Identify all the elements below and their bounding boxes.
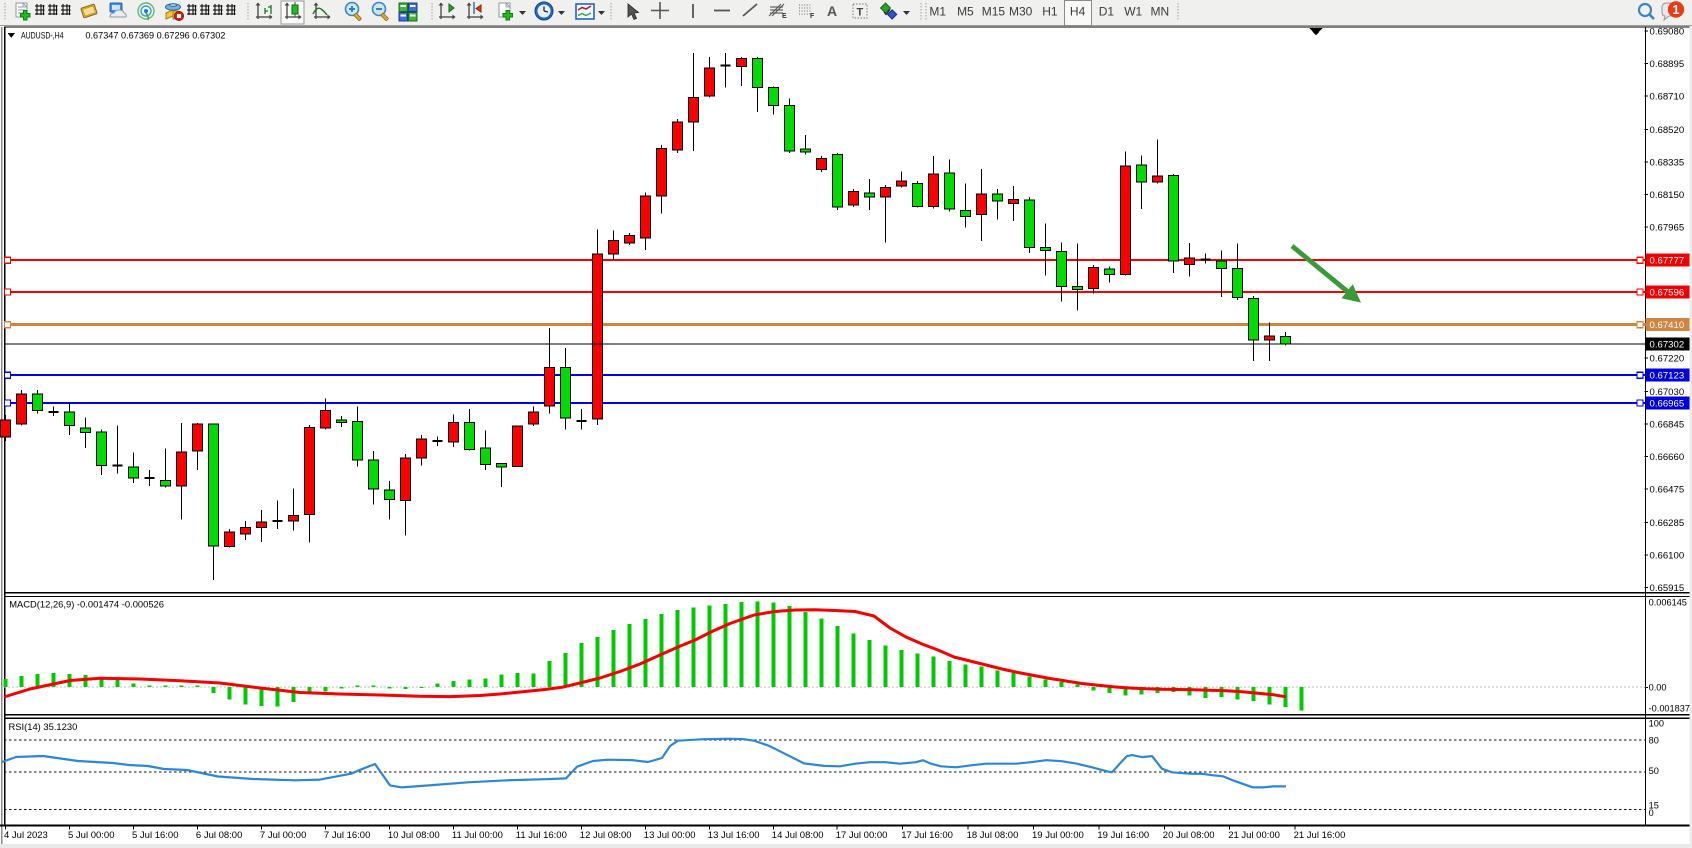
svg-text:F: F bbox=[810, 13, 815, 20]
svg-text:21 Jul 00:00: 21 Jul 00:00 bbox=[1228, 830, 1280, 841]
svg-text:10 Jul 08:00: 10 Jul 08:00 bbox=[388, 830, 440, 841]
svg-text:0.69080: 0.69080 bbox=[1650, 27, 1685, 38]
svg-text:80: 80 bbox=[1649, 736, 1659, 746]
svg-text:0.66475: 0.66475 bbox=[1650, 485, 1685, 496]
svg-text:0.66965: 0.66965 bbox=[1650, 398, 1685, 409]
svg-text:13 Jul 00:00: 13 Jul 00:00 bbox=[644, 830, 696, 841]
svg-text:M5: M5 bbox=[957, 5, 974, 19]
svg-text:MN: MN bbox=[1150, 5, 1169, 19]
svg-text:20 Jul 08:00: 20 Jul 08:00 bbox=[1163, 830, 1215, 841]
svg-text:17 Jul 16:00: 17 Jul 16:00 bbox=[901, 830, 953, 841]
svg-text:H4: H4 bbox=[1070, 5, 1086, 19]
svg-text:19 Jul 16:00: 19 Jul 16:00 bbox=[1097, 830, 1149, 841]
svg-text:A: A bbox=[827, 3, 837, 19]
svg-text:0.66660: 0.66660 bbox=[1650, 452, 1685, 463]
svg-text:0.66285: 0.66285 bbox=[1650, 518, 1685, 529]
svg-text:0.00: 0.00 bbox=[1649, 683, 1667, 693]
svg-text:13 Jul 16:00: 13 Jul 16:00 bbox=[708, 830, 760, 841]
svg-text:7 Jul 00:00: 7 Jul 00:00 bbox=[260, 830, 306, 841]
svg-text:RSI(14) 35.1230: RSI(14) 35.1230 bbox=[9, 721, 78, 732]
svg-text:0.66845: 0.66845 bbox=[1650, 419, 1685, 430]
svg-text:0.67030: 0.67030 bbox=[1650, 387, 1685, 398]
svg-text:14 Jul 08:00: 14 Jul 08:00 bbox=[772, 830, 824, 841]
svg-text:12 Jul 08:00: 12 Jul 08:00 bbox=[580, 830, 632, 841]
svg-text:M30: M30 bbox=[1009, 5, 1033, 19]
svg-text:H1: H1 bbox=[1042, 5, 1058, 19]
svg-text:0.006145: 0.006145 bbox=[1649, 598, 1687, 608]
svg-text:0.67777: 0.67777 bbox=[1650, 256, 1685, 267]
svg-text:100: 100 bbox=[1649, 719, 1664, 729]
svg-text:M1: M1 bbox=[929, 5, 946, 19]
svg-text:1: 1 bbox=[1673, 3, 1680, 17]
svg-text:4 Jul 2023: 4 Jul 2023 bbox=[4, 830, 48, 841]
svg-text:11 Jul 16:00: 11 Jul 16:00 bbox=[516, 830, 567, 841]
svg-text:0.65915: 0.65915 bbox=[1650, 583, 1685, 594]
svg-text:11 Jul 00:00: 11 Jul 00:00 bbox=[452, 830, 503, 841]
svg-text:5 Jul 16:00: 5 Jul 16:00 bbox=[132, 830, 178, 841]
svg-text:0.68520: 0.68520 bbox=[1650, 125, 1685, 136]
svg-text:M15: M15 bbox=[982, 5, 1006, 19]
svg-text:15: 15 bbox=[1649, 800, 1659, 810]
svg-text:0: 0 bbox=[1649, 808, 1654, 818]
svg-text:0.67596: 0.67596 bbox=[1650, 287, 1685, 298]
svg-text:17 Jul 00:00: 17 Jul 00:00 bbox=[836, 830, 888, 841]
svg-text:0.67123: 0.67123 bbox=[1650, 371, 1685, 382]
svg-text:21 Jul 16:00: 21 Jul 16:00 bbox=[1294, 830, 1346, 841]
svg-text:0.68335: 0.68335 bbox=[1650, 158, 1685, 169]
svg-text:50: 50 bbox=[1649, 766, 1659, 776]
svg-text:W1: W1 bbox=[1124, 5, 1142, 19]
svg-text:T: T bbox=[857, 7, 864, 19]
svg-text:0.67302: 0.67302 bbox=[1650, 339, 1685, 350]
svg-text:18 Jul 08:00: 18 Jul 08:00 bbox=[967, 830, 1019, 841]
svg-text:5 Jul 00:00: 5 Jul 00:00 bbox=[68, 830, 114, 841]
svg-text:MACD(12,26,9) -0.001474 -0.000: MACD(12,26,9) -0.001474 -0.000526 bbox=[9, 598, 164, 609]
svg-text:AUDUSD-,H4: AUDUSD-,H4 bbox=[21, 30, 64, 41]
svg-text:0.67220: 0.67220 bbox=[1650, 354, 1685, 365]
svg-text:19 Jul 00:00: 19 Jul 00:00 bbox=[1032, 830, 1084, 841]
svg-text:6 Jul 08:00: 6 Jul 08:00 bbox=[196, 830, 242, 841]
svg-text:D1: D1 bbox=[1099, 5, 1115, 19]
svg-text:0.68150: 0.68150 bbox=[1650, 190, 1685, 201]
svg-text:0.67965: 0.67965 bbox=[1650, 223, 1685, 234]
svg-text:-0.001837: -0.001837 bbox=[1649, 704, 1690, 714]
svg-text:E: E bbox=[782, 13, 787, 20]
svg-text:7 Jul 16:00: 7 Jul 16:00 bbox=[324, 830, 370, 841]
svg-text:0.66100: 0.66100 bbox=[1650, 550, 1685, 561]
svg-text:0.67410: 0.67410 bbox=[1650, 320, 1685, 331]
svg-text:0.68895: 0.68895 bbox=[1650, 59, 1685, 70]
svg-text:0.68710: 0.68710 bbox=[1650, 92, 1685, 103]
svg-text:0.67347 0.67369 0.67296 0.6730: 0.67347 0.67369 0.67296 0.67302 bbox=[85, 30, 225, 41]
